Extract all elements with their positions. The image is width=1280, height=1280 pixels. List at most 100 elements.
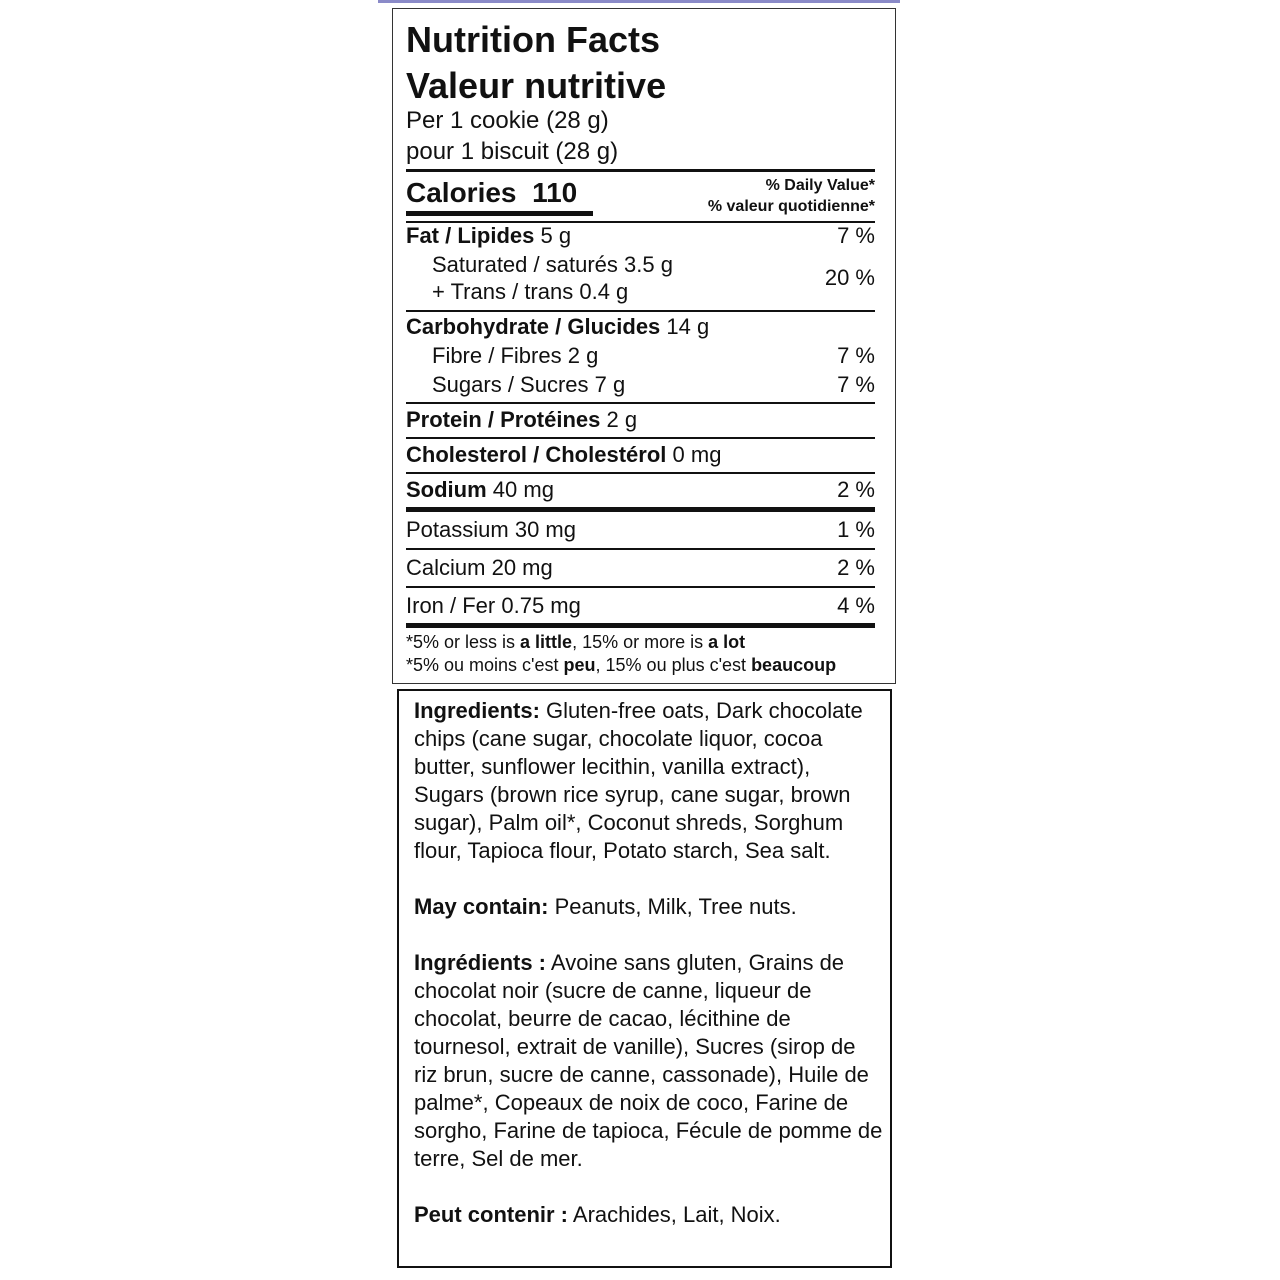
label: Saturated / saturés (432, 252, 618, 277)
dv-header: % Daily Value* (765, 177, 875, 194)
amount: 2 g (567, 343, 599, 368)
nutrient: Sugars / Sucres 7 g (432, 371, 625, 399)
footnote-text: , 15% or more is (572, 632, 709, 652)
nutrient: Fibre / Fibres 2 g (432, 342, 598, 370)
amount: 0.4 g (579, 279, 629, 304)
nutrient-row: Sugars / Sucres 7 g 7 % (432, 371, 875, 399)
ingredients-en: Ingredients: Gluten-free oats, Dark choc… (414, 697, 884, 865)
calories-label: Calories (406, 177, 517, 208)
nutrient: Saturated / saturés 3.5 g (432, 251, 673, 279)
rule (406, 221, 875, 223)
footnote-text: *5% ou moins c'est (406, 655, 564, 675)
rule (406, 310, 875, 312)
ingredients: Ingredients: Gluten-free oats, Dark choc… (414, 697, 884, 1257)
label: Fibre / Fibres (432, 343, 562, 368)
label: Iron / Fer (406, 593, 496, 618)
label: Sodium (406, 477, 487, 502)
serving: Per 1 cookie (28 g) (406, 107, 609, 134)
footnote-emphasis: a lot (708, 632, 746, 652)
ingredients-box (397, 689, 892, 1268)
amount: 40 mg (492, 477, 554, 502)
label: Cholesterol / Cholestérol (406, 442, 667, 467)
label: + Trans / trans (432, 279, 574, 304)
amount: 14 g (666, 314, 710, 339)
label: Calcium (406, 555, 486, 580)
nutrient: Sodium 40 mg (406, 476, 554, 504)
nutrient: Protein / Protéines 2 g (406, 406, 637, 434)
footnote-emphasis: peu (563, 655, 596, 675)
label: Protein / Protéines (406, 407, 601, 432)
amount: 0 mg (672, 442, 722, 467)
dv: 7 % (837, 223, 875, 248)
may-contain: May contain: Peanuts, Milk, Tree nuts. (414, 893, 884, 921)
nutrient: Iron / Fer 0.75 mg (406, 592, 581, 620)
amount: 2 g (606, 407, 638, 432)
text: Arachides, Lait, Noix. (572, 1202, 781, 1227)
dv: 2 % (837, 477, 875, 502)
label: Ingredients: (414, 698, 540, 723)
rule (406, 211, 593, 216)
nutrient: Fat / Lipides 5 g (406, 222, 571, 250)
label: Peut contenir : (414, 1202, 569, 1227)
footnote-emphasis: beaucoup (751, 655, 837, 675)
label: May contain: (414, 894, 549, 919)
label: Potassium (406, 517, 509, 542)
footnote-text: *5% or less is (406, 632, 521, 652)
rule (406, 586, 875, 588)
nutrient: + Trans / trans 0.4 g (432, 278, 628, 306)
rule (406, 402, 875, 404)
rule (406, 548, 875, 550)
dv: 7 % (837, 343, 875, 368)
nutrient-row: Calcium 20 mg 2 % (406, 554, 875, 582)
rule (406, 472, 875, 474)
footnote-text: , 15% ou plus c'est (595, 655, 752, 675)
label: Ingrédients : (414, 950, 547, 975)
label: Fat / Lipides (406, 223, 535, 248)
dv: 2 % (837, 555, 875, 580)
label: Sugars / Sucres (432, 372, 589, 397)
top-border (378, 0, 900, 3)
nutrient-row: Saturated / saturés 3.5 g (432, 251, 875, 279)
amount: 7 g (594, 372, 626, 397)
text: Gluten-free oats, Dark chocolate chips (… (414, 698, 863, 863)
calories: Calories 110 (406, 175, 577, 211)
dv: 4 % (837, 593, 875, 618)
nutrient-row: Sodium 40 mg 2 % (406, 476, 875, 504)
nutrient: Cholesterol / Cholestérol 0 mg (406, 441, 721, 469)
nutrient-row: Protein / Protéines 2 g (406, 406, 875, 434)
label: Carbohydrate / Glucides (406, 314, 661, 339)
rule (406, 169, 875, 172)
peut-contenir: Peut contenir : Arachides, Lait, Noix. (414, 1201, 884, 1229)
footnote-emphasis: a little (520, 632, 573, 652)
amount: 20 mg (491, 555, 553, 580)
serving: pour 1 biscuit (28 g) (406, 138, 619, 165)
amount: 5 g (540, 223, 572, 248)
title: Nutrition Facts (406, 19, 661, 60)
title: Valeur nutritive (406, 65, 667, 106)
calories-value: 110 (532, 177, 578, 208)
nutrient-row: Iron / Fer 0.75 mg 4 % (406, 592, 875, 620)
footnote: *5% ou moins c'est peu, 15% ou plus c'es… (406, 654, 836, 676)
footnote: *5% or less is a little, 15% or more is … (406, 631, 745, 653)
dv: 20 % (824, 265, 875, 290)
nutrient: Carbohydrate / Glucides 14 g (406, 313, 709, 341)
rule (406, 507, 875, 512)
dv: 7 % (837, 372, 875, 397)
dv-header: % valeur quotidienne* (707, 198, 875, 215)
nutrient-row: Potassium 30 mg 1 % (406, 516, 875, 544)
rule (406, 437, 875, 439)
amount: 3.5 g (624, 252, 673, 277)
nutrient: Calcium 20 mg (406, 554, 553, 582)
nutrient: Potassium 30 mg (406, 516, 576, 544)
text: Peanuts, Milk, Tree nuts. (554, 894, 797, 919)
nutrient-row: Fibre / Fibres 2 g 7 % (432, 342, 875, 370)
nutrient-row: Carbohydrate / Glucides 14 g (406, 313, 875, 341)
ingredients-fr: Ingrédients : Avoine sans gluten, Grains… (414, 949, 884, 1173)
nutrient-row: Cholesterol / Cholestérol 0 mg (406, 441, 875, 469)
dv: 1 % (837, 517, 875, 542)
nutrient-row: + Trans / trans 0.4 g (432, 278, 875, 306)
text: Avoine sans gluten, Grains de chocolat n… (414, 950, 883, 1171)
nutrient-row: Fat / Lipides 5 g 7 % (406, 222, 875, 250)
amount: 0.75 mg (501, 593, 581, 618)
